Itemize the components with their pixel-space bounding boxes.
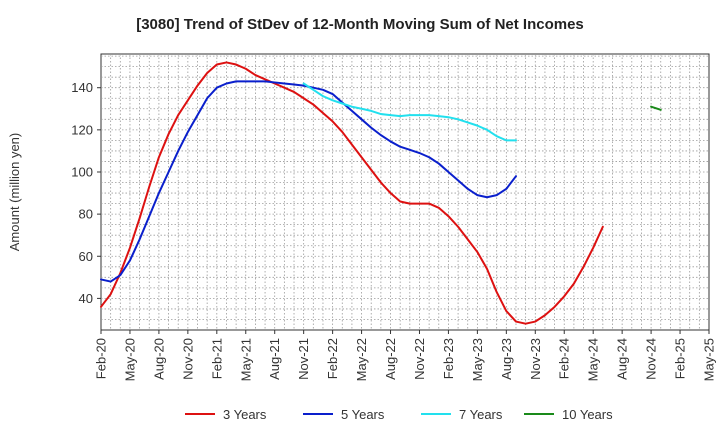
x-tick-label: Aug-22 — [383, 338, 398, 380]
y-tick-label: 120 — [71, 122, 93, 137]
x-tick-label: Aug-21 — [267, 338, 282, 380]
x-tick-label: May-20 — [122, 338, 137, 381]
x-axis-ticks: Feb-20 May-20 Aug-20 Nov-20 Feb-21 May-21 Aug-… — [94, 330, 717, 381]
y-tick-label: 40 — [79, 291, 93, 306]
x-tick-label: Feb-24 — [557, 338, 572, 379]
legend-label: 5 Years — [341, 407, 385, 422]
y-axis-ticks: 40 60 80 100 120 140 — [71, 80, 101, 306]
y-tick-label: 60 — [79, 249, 93, 264]
x-tick-label: Feb-21 — [209, 338, 224, 379]
x-tick-label: Nov-21 — [296, 338, 311, 380]
x-tick-label: May-24 — [586, 338, 601, 381]
series-line-10-years — [650, 105, 662, 111]
x-tick-label: Feb-20 — [94, 338, 109, 379]
y-tick-label: 140 — [71, 80, 93, 95]
x-tick-label: Nov-24 — [644, 338, 659, 380]
legend-label: 10 Years — [562, 407, 613, 422]
x-tick-label: Aug-24 — [615, 338, 630, 380]
y-tick-label: 80 — [79, 207, 93, 222]
x-tick-label: Feb-23 — [441, 338, 456, 379]
x-tick-label: Aug-23 — [499, 338, 514, 380]
x-tick-label: May-21 — [238, 338, 253, 381]
x-tick-label: Nov-20 — [180, 338, 195, 380]
y-tick-label: 100 — [71, 164, 93, 179]
series-line-7-years — [302, 82, 517, 142]
legend-label: 7 Years — [459, 407, 503, 422]
series-line-3-years — [100, 61, 604, 325]
x-tick-label: Nov-22 — [412, 338, 427, 380]
x-tick-label: Nov-23 — [528, 338, 543, 380]
series-lines — [100, 61, 662, 325]
x-tick-label: May-23 — [470, 338, 485, 381]
x-tick-label: May-25 — [702, 338, 717, 381]
x-tick-label: Feb-22 — [325, 338, 340, 379]
legend-label: 3 Years — [223, 407, 267, 422]
legend: 3 Years 5 Years 7 Years 10 Years — [185, 407, 613, 422]
y-axis-label: Amount (million yen) — [7, 133, 22, 252]
x-tick-label: Feb-25 — [673, 338, 688, 379]
chart-title: [3080] Trend of StDev of 12-Month Moving… — [136, 16, 584, 33]
plot-area — [100, 53, 710, 331]
x-tick-label: May-22 — [354, 338, 369, 381]
x-tick-label: Aug-20 — [151, 338, 166, 380]
